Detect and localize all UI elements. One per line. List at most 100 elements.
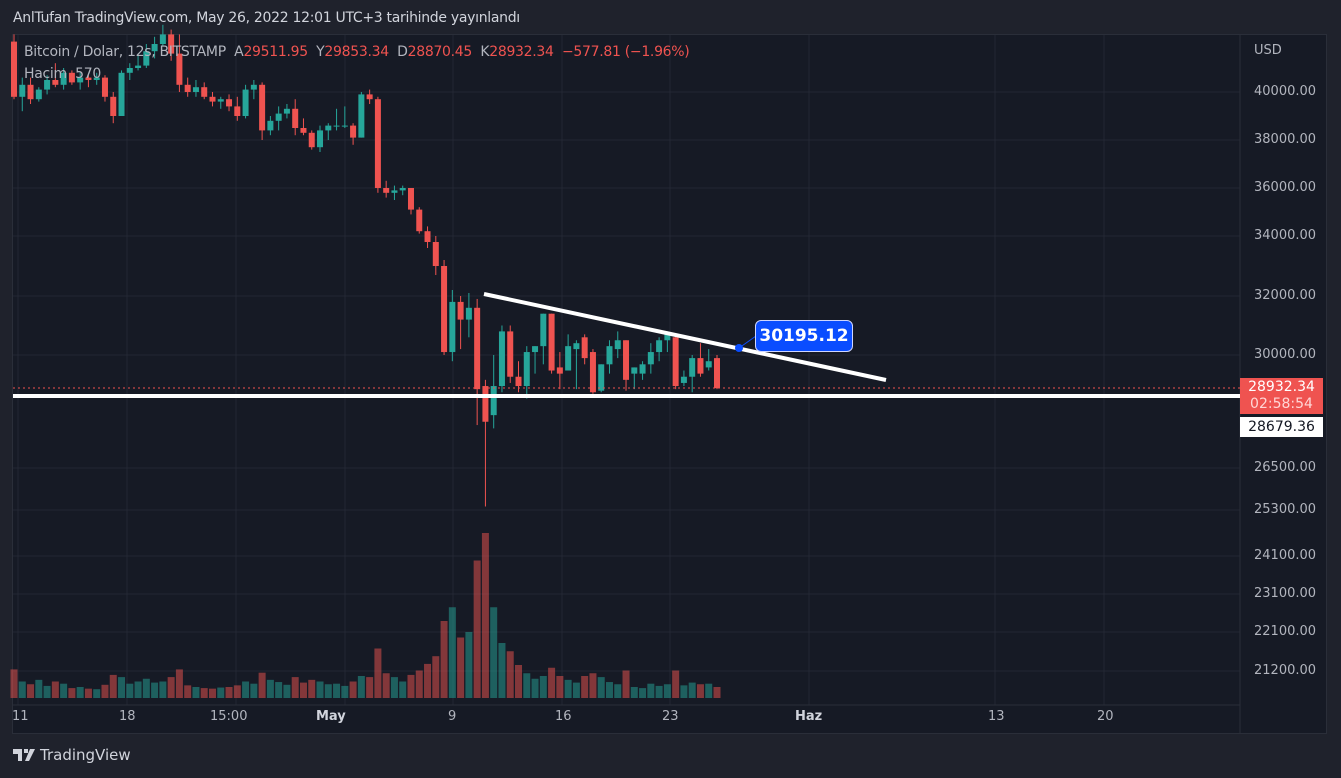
time-tick: 20 — [1097, 709, 1114, 724]
volume-bar — [448, 607, 456, 698]
volume-bar — [399, 681, 407, 698]
candle-body — [639, 364, 646, 374]
volume-bar — [93, 689, 101, 698]
candle-body — [515, 376, 522, 387]
volume-bar — [333, 683, 341, 698]
volume-label: Hacim — [24, 66, 67, 82]
volume-bar — [382, 673, 390, 698]
candle-body — [647, 352, 654, 365]
candle-body — [60, 72, 67, 85]
candle-body — [267, 120, 274, 131]
volume-bar — [589, 673, 597, 698]
tradingview-logo[interactable]: TradingView — [13, 746, 131, 764]
volume-bar — [184, 685, 192, 698]
volume-bar — [374, 648, 382, 698]
candle-body — [358, 94, 365, 138]
candle-body — [308, 132, 315, 148]
candle-body — [341, 125, 348, 127]
last-price: 28932.34 — [1248, 379, 1315, 395]
volume-bar — [548, 667, 556, 698]
price-tick: 25300.00 — [1254, 502, 1317, 517]
volume-bar — [440, 621, 448, 698]
time-tick: 15:00 — [210, 709, 248, 724]
candle-body — [11, 41, 17, 97]
candle-body — [168, 34, 175, 54]
volume-bar — [432, 656, 440, 698]
volume-bar — [208, 688, 216, 698]
volume-bar — [605, 682, 613, 698]
candle-body — [383, 188, 390, 193]
price-tick: 32000.00 — [1254, 288, 1317, 303]
symbol-legend: Bitcoin / Dolar, 12s, BITSTAMP A29511.95… — [24, 44, 690, 60]
candle-body — [275, 113, 282, 121]
candle-body — [598, 364, 605, 391]
volume-bar — [51, 681, 59, 698]
candle-body — [325, 125, 332, 131]
price-tick: 36000.00 — [1254, 180, 1317, 195]
trendline-price-callout[interactable]: 30195.12 — [755, 320, 853, 352]
volume-bar — [680, 685, 688, 698]
candle-body — [457, 301, 464, 320]
volume-bar — [572, 682, 580, 698]
volume-bar — [101, 684, 109, 698]
candle-body — [565, 346, 572, 371]
candle-body — [250, 84, 257, 90]
candle-body — [532, 346, 539, 353]
volume-bar — [506, 651, 514, 698]
time-tick: 13 — [988, 709, 1005, 724]
volume-bar — [217, 687, 225, 698]
volume-bar — [159, 681, 167, 698]
volume-bar — [266, 679, 274, 698]
volume-bar — [647, 683, 655, 698]
candle-body — [490, 386, 497, 416]
candle-body — [424, 231, 431, 242]
volume-bar — [299, 682, 307, 698]
price-tick: 24100.00 — [1254, 548, 1317, 563]
volume-bar — [407, 674, 415, 698]
price-tick: 26500.00 — [1254, 460, 1317, 475]
candle-body — [689, 358, 696, 377]
volume-bar — [324, 684, 332, 698]
candle-body — [697, 358, 704, 374]
descending-trendline — [483, 292, 887, 382]
volume-bar — [639, 688, 647, 698]
tradingview-logo-icon — [13, 749, 35, 761]
volume-bar — [316, 681, 324, 698]
close-label: K — [480, 44, 490, 60]
time-tick: 11 — [12, 709, 29, 724]
volume-bar — [35, 679, 43, 698]
candle-body — [556, 367, 563, 374]
candle-body — [292, 108, 299, 128]
last-price-label: 28932.34 02:58:54 — [1240, 378, 1323, 414]
candle-body — [27, 84, 34, 100]
candle-body — [350, 125, 357, 138]
candle-body — [664, 334, 671, 341]
symbol-name[interactable]: Bitcoin / Dolar, 12s, BITSTAMP — [24, 44, 226, 60]
volume-bar — [622, 670, 630, 698]
volume-bar — [118, 677, 126, 698]
volume-bar — [556, 676, 564, 698]
volume-bar — [713, 687, 721, 698]
candle-body — [85, 77, 92, 80]
volume-bar — [275, 682, 283, 698]
volume-bar — [68, 688, 76, 698]
time-tick: May — [316, 709, 346, 724]
volume-bar — [705, 683, 713, 698]
price-tick: 23100.00 — [1254, 586, 1317, 601]
candle-body — [581, 337, 588, 359]
close-value: 28932.34 — [489, 44, 554, 60]
volume-bar — [84, 688, 92, 698]
price-tick: 34000.00 — [1254, 228, 1317, 243]
volume-bar — [175, 669, 183, 698]
candle-body — [126, 68, 133, 73]
candle-body — [300, 128, 307, 133]
volume-bar — [134, 681, 142, 698]
candle-body — [680, 376, 687, 383]
candle-body — [333, 125, 340, 127]
candle-body — [44, 80, 51, 90]
candle-body — [242, 89, 249, 116]
candle-body — [465, 307, 472, 320]
volume-bar — [481, 533, 489, 698]
volume-bar — [250, 683, 258, 698]
